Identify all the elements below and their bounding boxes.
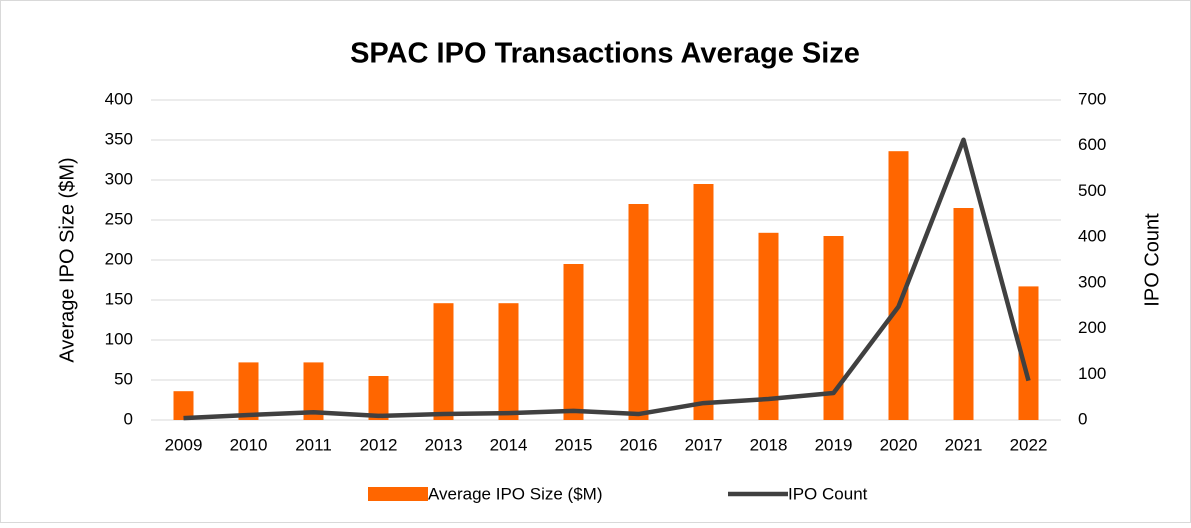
y-tick-label: 0 <box>124 409 133 428</box>
y-tick-label: 350 <box>105 129 133 148</box>
y2-tick-label: 200 <box>1078 318 1106 337</box>
y-tick-label: 50 <box>114 369 133 388</box>
y2-tick-label: 300 <box>1078 272 1106 291</box>
legend-label: Average IPO Size ($M) <box>428 484 602 503</box>
y-tick-label: 200 <box>105 249 133 268</box>
chart-title: SPAC IPO Transactions Average Size <box>350 38 860 70</box>
legend-swatch <box>368 487 428 501</box>
bar <box>628 204 649 420</box>
x-tick-label: 2022 <box>1010 435 1048 454</box>
x-tick-label: 2010 <box>230 435 268 454</box>
line <box>183 137 1031 421</box>
bar <box>1018 286 1039 420</box>
y2-tick-label: 0 <box>1078 409 1087 428</box>
bar <box>563 264 584 420</box>
x-tick-label: 2017 <box>685 435 723 454</box>
bar <box>498 303 519 420</box>
x-tick-label: 2009 <box>165 435 203 454</box>
bar <box>238 362 259 420</box>
y-tick-label: 150 <box>105 289 133 308</box>
y-axis-label: Average IPO Size ($M) <box>56 157 78 362</box>
bar <box>173 391 194 420</box>
y-tick-label: 100 <box>105 329 133 348</box>
y2-tick-label: 600 <box>1078 135 1106 154</box>
y2-tick-label: 500 <box>1078 181 1106 200</box>
bar <box>368 376 389 420</box>
bar <box>823 236 844 420</box>
x-tick-label: 2011 <box>295 435 332 454</box>
x-tick-label: 2020 <box>880 435 918 454</box>
x-tick-label: 2012 <box>360 435 398 454</box>
y2-tick-label: 400 <box>1078 227 1106 246</box>
x-tick-label: 2016 <box>620 435 658 454</box>
bar <box>433 303 454 420</box>
legend-label: IPO Count <box>788 484 868 503</box>
bar <box>758 232 779 420</box>
bar <box>888 151 909 420</box>
y-tick-label: 250 <box>105 209 133 228</box>
x-tick-label: 2015 <box>555 435 593 454</box>
bar <box>693 184 714 420</box>
x-tick-label: 2018 <box>750 435 788 454</box>
x-tick-label: 2013 <box>425 435 463 454</box>
y2-tick-label: 700 <box>1078 89 1106 108</box>
y2-tick-label: 100 <box>1078 364 1106 383</box>
y2-axis-label: IPO Count <box>1141 213 1163 307</box>
bar <box>953 208 974 420</box>
y-tick-label: 300 <box>105 169 133 188</box>
x-tick-label: 2014 <box>490 435 528 454</box>
x-tick-label: 2019 <box>815 435 853 454</box>
bar <box>303 362 324 420</box>
y-tick-label: 400 <box>105 89 133 108</box>
x-tick-label: 2021 <box>945 435 983 454</box>
